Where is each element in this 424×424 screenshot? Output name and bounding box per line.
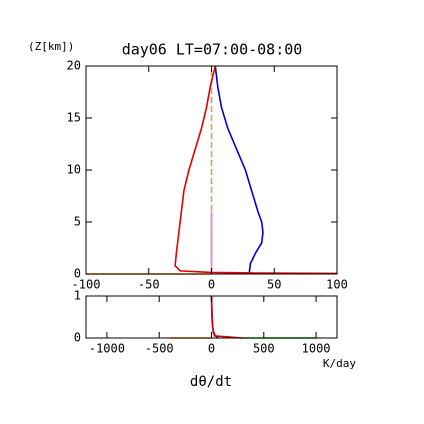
x-tick-label: -1000 <box>89 342 125 356</box>
x-axis-unit: K/day <box>323 357 356 370</box>
y-tick-label: 15 <box>67 111 81 125</box>
series-line <box>174 65 338 275</box>
y-tick-label: 5 <box>74 215 81 229</box>
y-tick-label: 20 <box>67 59 81 73</box>
x-tick-label: 0 <box>208 342 215 356</box>
y-tick-label: 1 <box>74 289 81 303</box>
x-tick-label: 50 <box>267 278 281 292</box>
x-axis-label: dθ/dt <box>190 374 232 390</box>
x-tick-label: 0 <box>208 278 215 292</box>
x-tick-label: 100 <box>326 278 348 292</box>
x-tick-label: -500 <box>145 342 174 356</box>
x-tick-label: -100 <box>72 278 101 292</box>
x-tick-label: 500 <box>253 342 275 356</box>
y-axis-label: (Z[km]) <box>28 40 74 53</box>
y-tick-label: 0 <box>74 267 81 281</box>
y-tick-label: 0 <box>74 331 81 345</box>
chart-title: day06 LT=07:00-08:00 <box>122 41 303 59</box>
x-tick-label: -50 <box>138 278 160 292</box>
y-tick-label: 10 <box>67 163 81 177</box>
series-line <box>210 295 243 339</box>
x-tick-label: 1000 <box>302 342 331 356</box>
series-line <box>214 65 264 275</box>
